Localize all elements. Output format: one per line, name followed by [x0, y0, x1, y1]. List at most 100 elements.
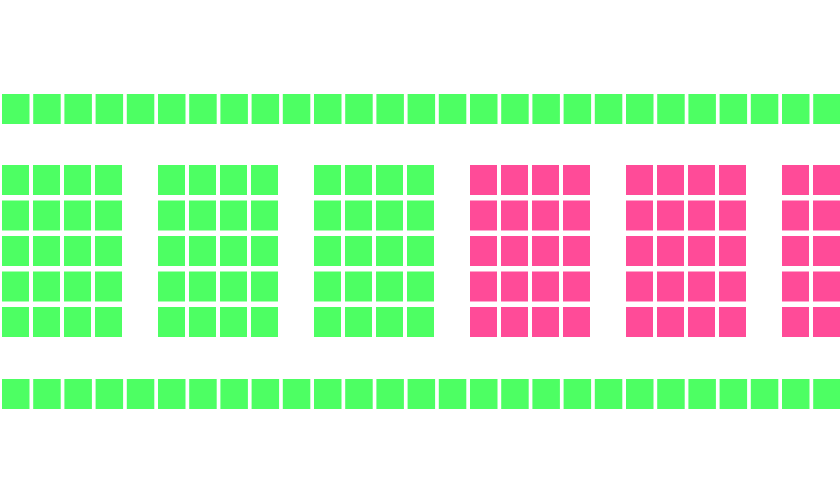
block-square: [95, 307, 122, 337]
block-square: [532, 165, 559, 195]
block-square: [314, 200, 341, 231]
block-square: [813, 307, 840, 337]
block-square: [719, 307, 746, 337]
strip-square: [532, 379, 560, 409]
block-square: [345, 165, 372, 195]
block-square: [626, 200, 653, 231]
strip-square: [345, 94, 373, 124]
block-square: [626, 165, 653, 195]
block-square: [376, 271, 403, 302]
strip-square: [470, 94, 498, 124]
block-square: [563, 307, 590, 337]
strip-square: [407, 379, 436, 409]
block-square: [345, 200, 372, 231]
block-square: [345, 271, 372, 302]
block-square: [501, 165, 528, 195]
strip-square: [64, 94, 92, 124]
block-square: [407, 271, 434, 302]
block-square: [501, 271, 528, 302]
strip-square: [33, 94, 61, 124]
strip-square: [470, 379, 498, 409]
block-square: [376, 165, 403, 195]
block-square: [345, 307, 372, 337]
block-square: [719, 271, 746, 302]
strip-square: [407, 94, 436, 124]
block-square: [95, 236, 122, 266]
block-square: [501, 307, 528, 337]
block-square: [470, 236, 497, 266]
block-square: [626, 307, 653, 337]
block-square: [64, 165, 91, 195]
block-square: [688, 307, 715, 337]
block-square: [314, 271, 341, 302]
strip-square: [688, 379, 716, 409]
block-square: [189, 236, 216, 266]
block-square: [657, 200, 684, 231]
block-square: [657, 165, 684, 195]
block-square: [220, 307, 247, 337]
block-square: [563, 236, 590, 266]
block-square: [33, 236, 60, 266]
block-square: [813, 165, 840, 195]
block-square: [220, 165, 247, 195]
strip-square: [532, 94, 560, 124]
strip-square: [33, 379, 61, 409]
block-square: [532, 271, 559, 302]
block-square: [314, 307, 341, 337]
strip-square: [126, 379, 155, 409]
strip-square: [782, 94, 810, 124]
block-square: [782, 271, 809, 302]
strip-square: [282, 379, 311, 409]
block-square: [158, 307, 185, 337]
block-square: [719, 236, 746, 266]
strip-square: [251, 379, 280, 409]
strip-square: [813, 379, 840, 409]
block-square: [470, 165, 497, 195]
block-square: [64, 236, 91, 266]
strip-square: [95, 94, 124, 124]
block-square: [220, 200, 247, 231]
block-square: [64, 200, 91, 231]
strip-square: [719, 94, 748, 124]
strip-square: [64, 379, 92, 409]
block-square: [95, 165, 122, 195]
strip-square: [438, 379, 467, 409]
strip-square: [314, 94, 342, 124]
block-square: [782, 200, 809, 231]
strip-square: [189, 94, 217, 124]
block-square: [407, 165, 434, 195]
strip-square: [626, 94, 654, 124]
block-square: [407, 236, 434, 266]
block-square: [719, 165, 746, 195]
strip-square: [2, 379, 30, 409]
block-square: [189, 165, 216, 195]
strip-square: [345, 379, 373, 409]
strip-square: [657, 94, 685, 124]
strip-square: [376, 379, 404, 409]
strip-square: [376, 94, 404, 124]
block-square: [33, 271, 60, 302]
block-square: [470, 307, 497, 337]
block-square: [688, 200, 715, 231]
block-square: [563, 165, 590, 195]
strip-square: [688, 94, 716, 124]
strip-square: [594, 379, 623, 409]
block-square: [64, 307, 91, 337]
block-square: [64, 271, 91, 302]
block-square: [532, 236, 559, 266]
block-square: [688, 236, 715, 266]
block-square: [407, 200, 434, 231]
strip-square: [251, 94, 280, 124]
strip-square: [563, 379, 592, 409]
block-square: [782, 165, 809, 195]
block-square: [688, 165, 715, 195]
strip-square: [501, 94, 529, 124]
strip-square: [220, 94, 248, 124]
block-square: [251, 307, 278, 337]
block-square: [158, 165, 185, 195]
strip-square: [594, 94, 623, 124]
block-square: [95, 200, 122, 231]
strip-square: [501, 379, 529, 409]
block-square: [345, 236, 372, 266]
strip-square: [626, 379, 654, 409]
